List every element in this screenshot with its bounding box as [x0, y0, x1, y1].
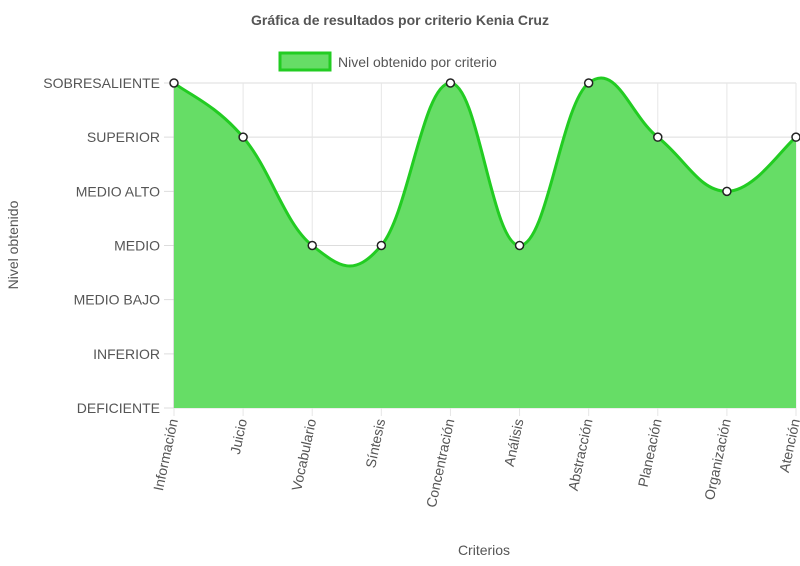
- x-tick-label: Juicio: [227, 417, 250, 456]
- legend-label: Nivel obtenido por criterio: [338, 54, 497, 70]
- data-point[interactable]: [307, 240, 317, 251]
- series-area: [174, 77, 796, 408]
- x-tick-label: Información: [150, 417, 181, 492]
- y-tick-label: INFERIOR: [93, 346, 160, 362]
- data-point[interactable]: [445, 78, 456, 88]
- data-point[interactable]: [376, 240, 387, 251]
- data-point[interactable]: [653, 132, 663, 142]
- x-tick-label: Vocabulario: [288, 417, 319, 492]
- x-tick-label: Planeación: [635, 417, 665, 488]
- x-axis-title: Criterios: [458, 542, 510, 558]
- data-point[interactable]: [722, 186, 732, 197]
- x-tick-label: Organización: [701, 417, 734, 501]
- y-tick-label: MEDIO ALTO: [76, 183, 160, 199]
- data-point[interactable]: [791, 132, 800, 142]
- y-axis-title: Nivel obtenido: [5, 200, 21, 289]
- y-axis: DEFICIENTE INFERIOR MEDIO BAJO MEDIO MEDIO A…: [43, 75, 160, 416]
- data-point[interactable]: [238, 132, 248, 142]
- x-tick-label: Síntesis: [362, 417, 388, 469]
- y-tick-label: MEDIO: [114, 238, 160, 254]
- data-point[interactable]: [514, 240, 525, 251]
- y-tick-label: DEFICIENTE: [77, 400, 160, 416]
- area-layer: [169, 76, 800, 408]
- x-tick-label: Concentración: [423, 417, 457, 509]
- x-axis: Información Juicio Vocabulario Síntesis Conc…: [150, 417, 800, 509]
- data-point[interactable]: [169, 78, 179, 88]
- x-tick-label: Análisis: [501, 417, 527, 468]
- y-tick-label: SOBRESALIENTE: [43, 75, 160, 91]
- y-tick-label: SUPERIOR: [87, 129, 160, 145]
- x-tick-label: Atención: [776, 417, 800, 474]
- x-tick-label: Abstracción: [565, 417, 596, 492]
- legend-swatch: [278, 51, 332, 72]
- y-tick-label: MEDIO BAJO: [74, 292, 160, 308]
- series-line: [173, 76, 797, 268]
- legend[interactable]: Nivel obtenido por criterio: [278, 51, 497, 72]
- chart-title: Gráfica de resultados por criterio Kenia…: [251, 12, 549, 28]
- data-point[interactable]: [583, 78, 594, 88]
